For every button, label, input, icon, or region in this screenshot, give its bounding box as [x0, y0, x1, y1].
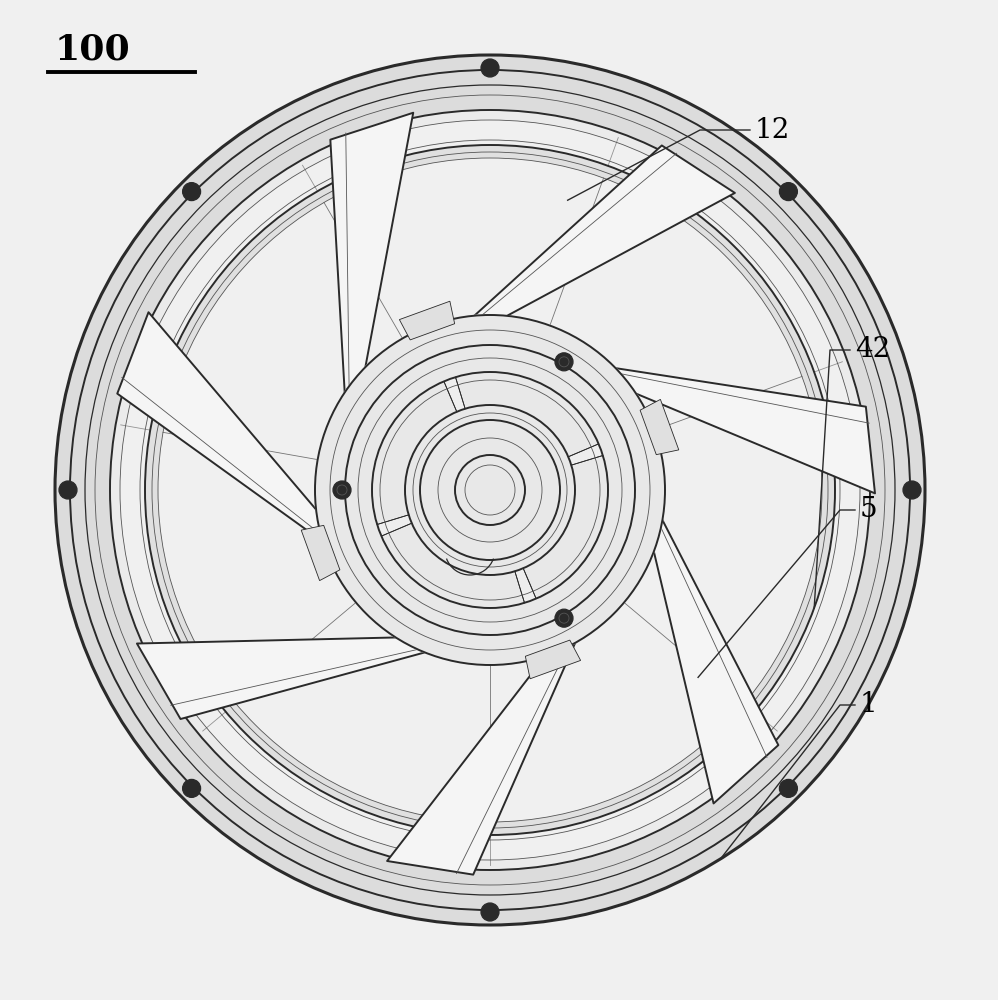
Text: 12: 12 [755, 117, 790, 144]
Polygon shape [399, 301, 455, 340]
Polygon shape [145, 145, 835, 835]
Circle shape [183, 779, 201, 797]
Circle shape [481, 59, 499, 77]
Polygon shape [515, 568, 536, 603]
Polygon shape [55, 55, 925, 925]
Circle shape [183, 183, 201, 201]
Circle shape [555, 609, 573, 627]
Polygon shape [568, 444, 603, 465]
Circle shape [903, 481, 921, 499]
Circle shape [481, 903, 499, 921]
Circle shape [333, 481, 351, 499]
Polygon shape [444, 377, 465, 412]
Circle shape [315, 315, 665, 665]
Circle shape [59, 481, 77, 499]
Polygon shape [461, 145, 735, 328]
Text: 100: 100 [55, 33, 131, 67]
Circle shape [779, 183, 797, 201]
Polygon shape [387, 627, 582, 875]
Polygon shape [117, 312, 337, 552]
Circle shape [779, 779, 797, 797]
Text: 5: 5 [860, 496, 877, 523]
Polygon shape [110, 110, 870, 870]
Text: 42: 42 [855, 336, 890, 363]
Polygon shape [377, 515, 412, 536]
Polygon shape [640, 399, 679, 455]
Polygon shape [650, 504, 778, 803]
Polygon shape [301, 525, 340, 581]
Text: 1: 1 [860, 691, 878, 718]
Polygon shape [598, 365, 875, 493]
Circle shape [555, 353, 573, 371]
Polygon shape [525, 640, 581, 679]
Polygon shape [137, 637, 442, 719]
Polygon shape [330, 113, 413, 410]
